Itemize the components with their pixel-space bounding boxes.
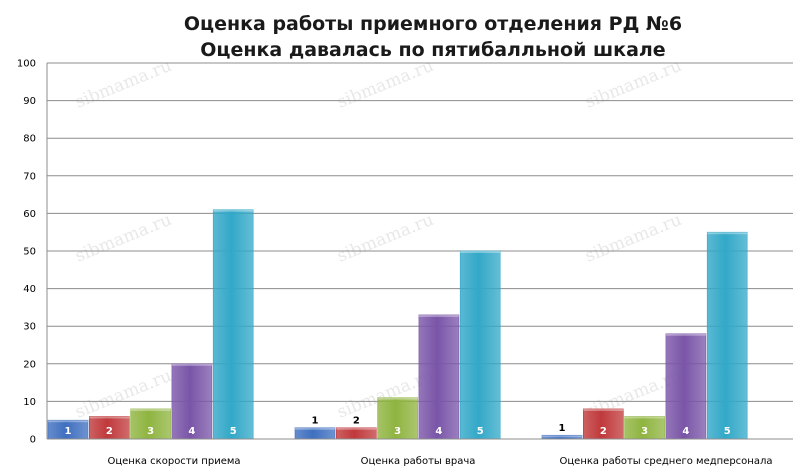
bar bbox=[212, 209, 254, 440]
watermark-text: sibmama.ru bbox=[582, 210, 684, 267]
y-tick-label: 20 bbox=[23, 359, 36, 370]
bar-label: 4 bbox=[188, 426, 195, 437]
bar-highlight bbox=[336, 427, 377, 430]
y-tick-label: 10 bbox=[23, 397, 36, 408]
bar-label: 1 bbox=[65, 426, 72, 437]
y-axis: 0 10 20 30 40 50 60 70 80 90 100 bbox=[17, 59, 48, 446]
x-tick-label: Оценка работы среднего медперсонала bbox=[560, 456, 773, 467]
bar-highlight bbox=[130, 408, 171, 411]
watermark-text: sibmama.ru bbox=[582, 56, 684, 113]
bar-label: 5 bbox=[724, 426, 731, 437]
watermarks: sibmama.ru sibmama.ru sibmama.ru sibmama.ru… bbox=[72, 56, 684, 423]
bar-highlight bbox=[542, 435, 582, 438]
bar-label: 3 bbox=[394, 426, 401, 437]
bar-highlight bbox=[418, 314, 459, 317]
bar-label: 1 bbox=[559, 423, 566, 434]
bar-highlight bbox=[48, 420, 88, 423]
bar bbox=[418, 314, 460, 440]
chart-subtitle: Оценка давалась по пятибалльной шкале bbox=[200, 39, 665, 61]
bar-label: 3 bbox=[147, 426, 154, 437]
x-tick-label: Оценка работы врача bbox=[361, 456, 476, 467]
bar-highlight bbox=[377, 397, 418, 400]
bar bbox=[582, 408, 624, 440]
x-axis: Оценка скорости приема Оценка работы врач… bbox=[47, 438, 793, 467]
watermark-text: sibmama.ru bbox=[72, 56, 174, 113]
bar-highlight bbox=[583, 408, 624, 411]
bar bbox=[377, 397, 418, 440]
bar-highlight bbox=[295, 427, 335, 430]
watermark-text: sibmama.ru bbox=[334, 56, 436, 113]
bar-highlight bbox=[460, 251, 501, 253]
bar-label: 4 bbox=[435, 426, 442, 437]
bar-highlight bbox=[171, 363, 212, 366]
bar-highlight bbox=[707, 232, 748, 235]
bar-label: 5 bbox=[477, 426, 484, 437]
bar-label: 4 bbox=[682, 426, 689, 437]
bar-highlight bbox=[665, 333, 706, 336]
bars: 1 2 3 4 5 1 2 3 4 5 1 2 3 4 5 bbox=[47, 209, 748, 440]
y-tick-label: 80 bbox=[23, 134, 36, 145]
bar-label: 5 bbox=[230, 426, 237, 437]
y-tick-label: 60 bbox=[23, 209, 36, 220]
y-tick-label: 70 bbox=[23, 171, 36, 182]
y-tick-label: 40 bbox=[23, 284, 36, 295]
y-tick-label: 50 bbox=[23, 247, 36, 258]
bar-highlight bbox=[89, 416, 130, 419]
bar bbox=[665, 333, 707, 440]
bar-highlight bbox=[213, 209, 254, 212]
y-tick-label: 30 bbox=[23, 322, 36, 333]
bar bbox=[171, 363, 213, 440]
bar bbox=[459, 250, 501, 440]
y-tick-label: 90 bbox=[23, 96, 36, 107]
watermark-text: sibmama.ru bbox=[72, 210, 174, 267]
bar-label: 1 bbox=[312, 416, 319, 427]
bar-highlight bbox=[624, 416, 665, 419]
bar bbox=[706, 231, 748, 440]
y-tick-label: 0 bbox=[30, 435, 36, 446]
bar-label: 2 bbox=[106, 426, 113, 437]
bar-label: 2 bbox=[353, 416, 360, 427]
y-tick-label: 100 bbox=[17, 59, 36, 70]
chart-title: Оценка работы приемного отделения РД №6 bbox=[184, 13, 682, 35]
bar-label: 2 bbox=[600, 426, 607, 437]
bar-label: 3 bbox=[641, 426, 648, 437]
bar bbox=[130, 408, 171, 440]
watermark-text: sibmama.ru bbox=[334, 210, 436, 267]
x-tick-label: Оценка скорости приема bbox=[107, 456, 240, 467]
